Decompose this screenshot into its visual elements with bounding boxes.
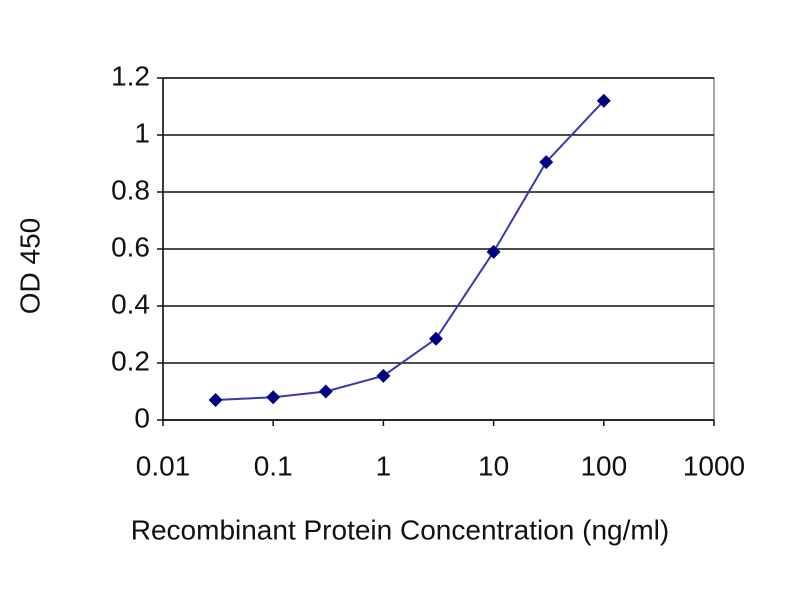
y-tick-label: 0.2 [111, 345, 150, 376]
y-tick-label: 1.2 [111, 60, 150, 91]
marker [486, 244, 501, 259]
y-tick-label: 1 [134, 117, 150, 148]
marker [539, 155, 554, 170]
x-tick-label: 10 [478, 450, 509, 481]
x-tick-label: 100 [580, 450, 627, 481]
marker [596, 93, 611, 108]
y-tick-label: 0.8 [111, 174, 150, 205]
x-axis-label: Recombinant Protein Concentration (ng/ml… [131, 514, 669, 545]
y-tick-label: 0.6 [111, 231, 150, 262]
marker [208, 393, 223, 408]
marker [318, 384, 333, 399]
marker [266, 390, 281, 405]
x-tick-label: 0.1 [254, 450, 293, 481]
x-tick-label: 0.01 [136, 450, 191, 481]
x-tick-label: 1000 [683, 450, 745, 481]
y-tick-label: 0 [134, 402, 150, 433]
marker [376, 368, 391, 383]
line [215, 100, 605, 402]
y-tick-label: 0.4 [111, 288, 150, 319]
x-tick-label: 1 [376, 450, 392, 481]
y-axis-label: OD 450 [14, 218, 45, 315]
marker [428, 331, 443, 346]
